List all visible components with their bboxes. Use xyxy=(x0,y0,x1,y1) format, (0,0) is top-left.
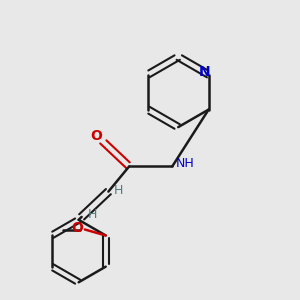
Text: O: O xyxy=(71,221,83,235)
Text: O: O xyxy=(90,129,102,143)
Text: N: N xyxy=(198,64,210,79)
Text: NH: NH xyxy=(176,158,194,170)
Text: H: H xyxy=(87,208,97,221)
Text: H: H xyxy=(114,184,124,196)
